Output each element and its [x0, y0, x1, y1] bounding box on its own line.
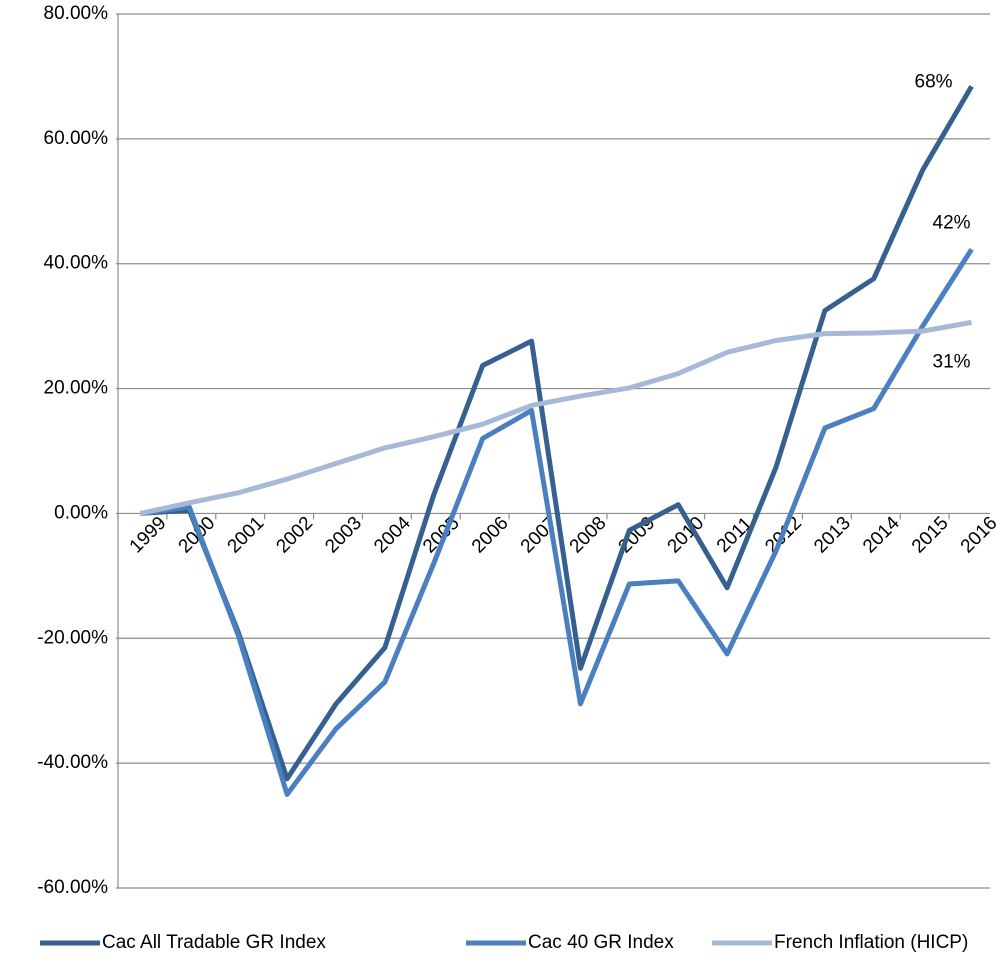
legend-label: French Inflation (HICP) — [774, 932, 968, 953]
x-tick-label: 2004 — [370, 512, 415, 557]
y-tick-label: 0.00% — [54, 502, 108, 523]
series-line — [140, 248, 974, 797]
x-tick-label: 2001 — [224, 513, 269, 558]
x-tick-label: 2016 — [957, 513, 996, 558]
x-tick-label: 2002 — [272, 513, 317, 558]
x-tick-label: 2015 — [908, 513, 953, 558]
data-label: 68% — [915, 71, 953, 92]
data-label: 31% — [933, 351, 971, 372]
x-tick-label: 1999 — [126, 513, 171, 558]
y-tick-label: -60.00% — [37, 877, 108, 898]
y-tick-label: -40.00% — [37, 752, 108, 773]
x-tick-label: 2006 — [468, 513, 513, 558]
x-tick-label: 2014 — [859, 512, 904, 557]
legend-label: Cac All Tradable GR Index — [102, 932, 326, 953]
x-tick-label: 2008 — [566, 513, 611, 558]
y-tick-label: 60.00% — [44, 128, 109, 149]
series-line — [140, 85, 974, 782]
legend-label: Cac 40 GR Index — [528, 932, 674, 953]
y-tick-label: 20.00% — [44, 378, 109, 399]
y-tick-label: 80.00% — [44, 3, 109, 24]
y-tick-label: -20.00% — [37, 627, 108, 648]
series-line — [139, 319, 972, 516]
y-tick-label: 40.00% — [44, 253, 109, 274]
data-label: 42% — [933, 212, 971, 233]
x-tick-label: 2013 — [810, 513, 855, 558]
x-tick-label: 2003 — [321, 513, 366, 558]
